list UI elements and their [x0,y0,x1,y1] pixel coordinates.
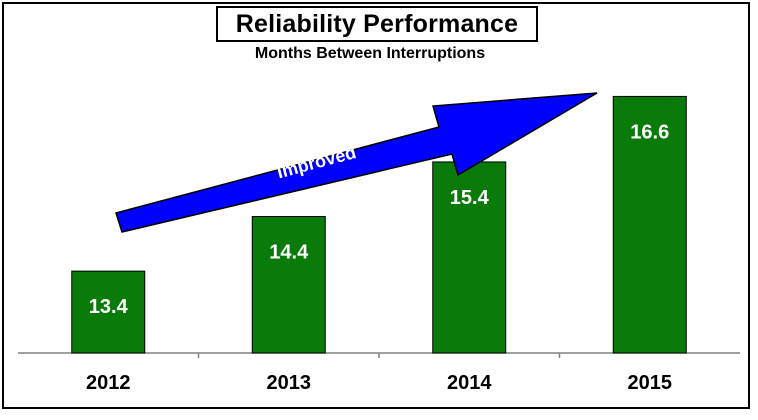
bar-2014 [432,161,507,354]
x-tick-label-2012: 2012 [86,372,131,394]
arrow-shape [115,92,598,233]
data-label-2013: 14.4 [269,242,309,264]
chart-subtitle: Months Between Interruptions [254,45,486,62]
data-label-2014: 15.4 [450,187,490,209]
chart-title: Reliability Performance [216,6,538,42]
improved-arrow: Improved [115,92,598,233]
x-tick-label-2015: 2015 [628,372,673,394]
bar-2012 [71,270,146,354]
bars-group: 13.4 14.4 15.4 16.6 [71,95,687,354]
bar-2015 [612,95,687,354]
x-tick-label-2014: 2014 [447,372,492,394]
data-label-2015: 16.6 [630,121,669,143]
bar-2013 [251,216,326,354]
data-label-2012: 13.4 [89,296,129,318]
x-tick-label-2013: 2013 [267,372,312,394]
tick-labels-group: 2012 2013 2014 2015 [86,372,672,394]
x-axis-ticks [197,353,561,358]
